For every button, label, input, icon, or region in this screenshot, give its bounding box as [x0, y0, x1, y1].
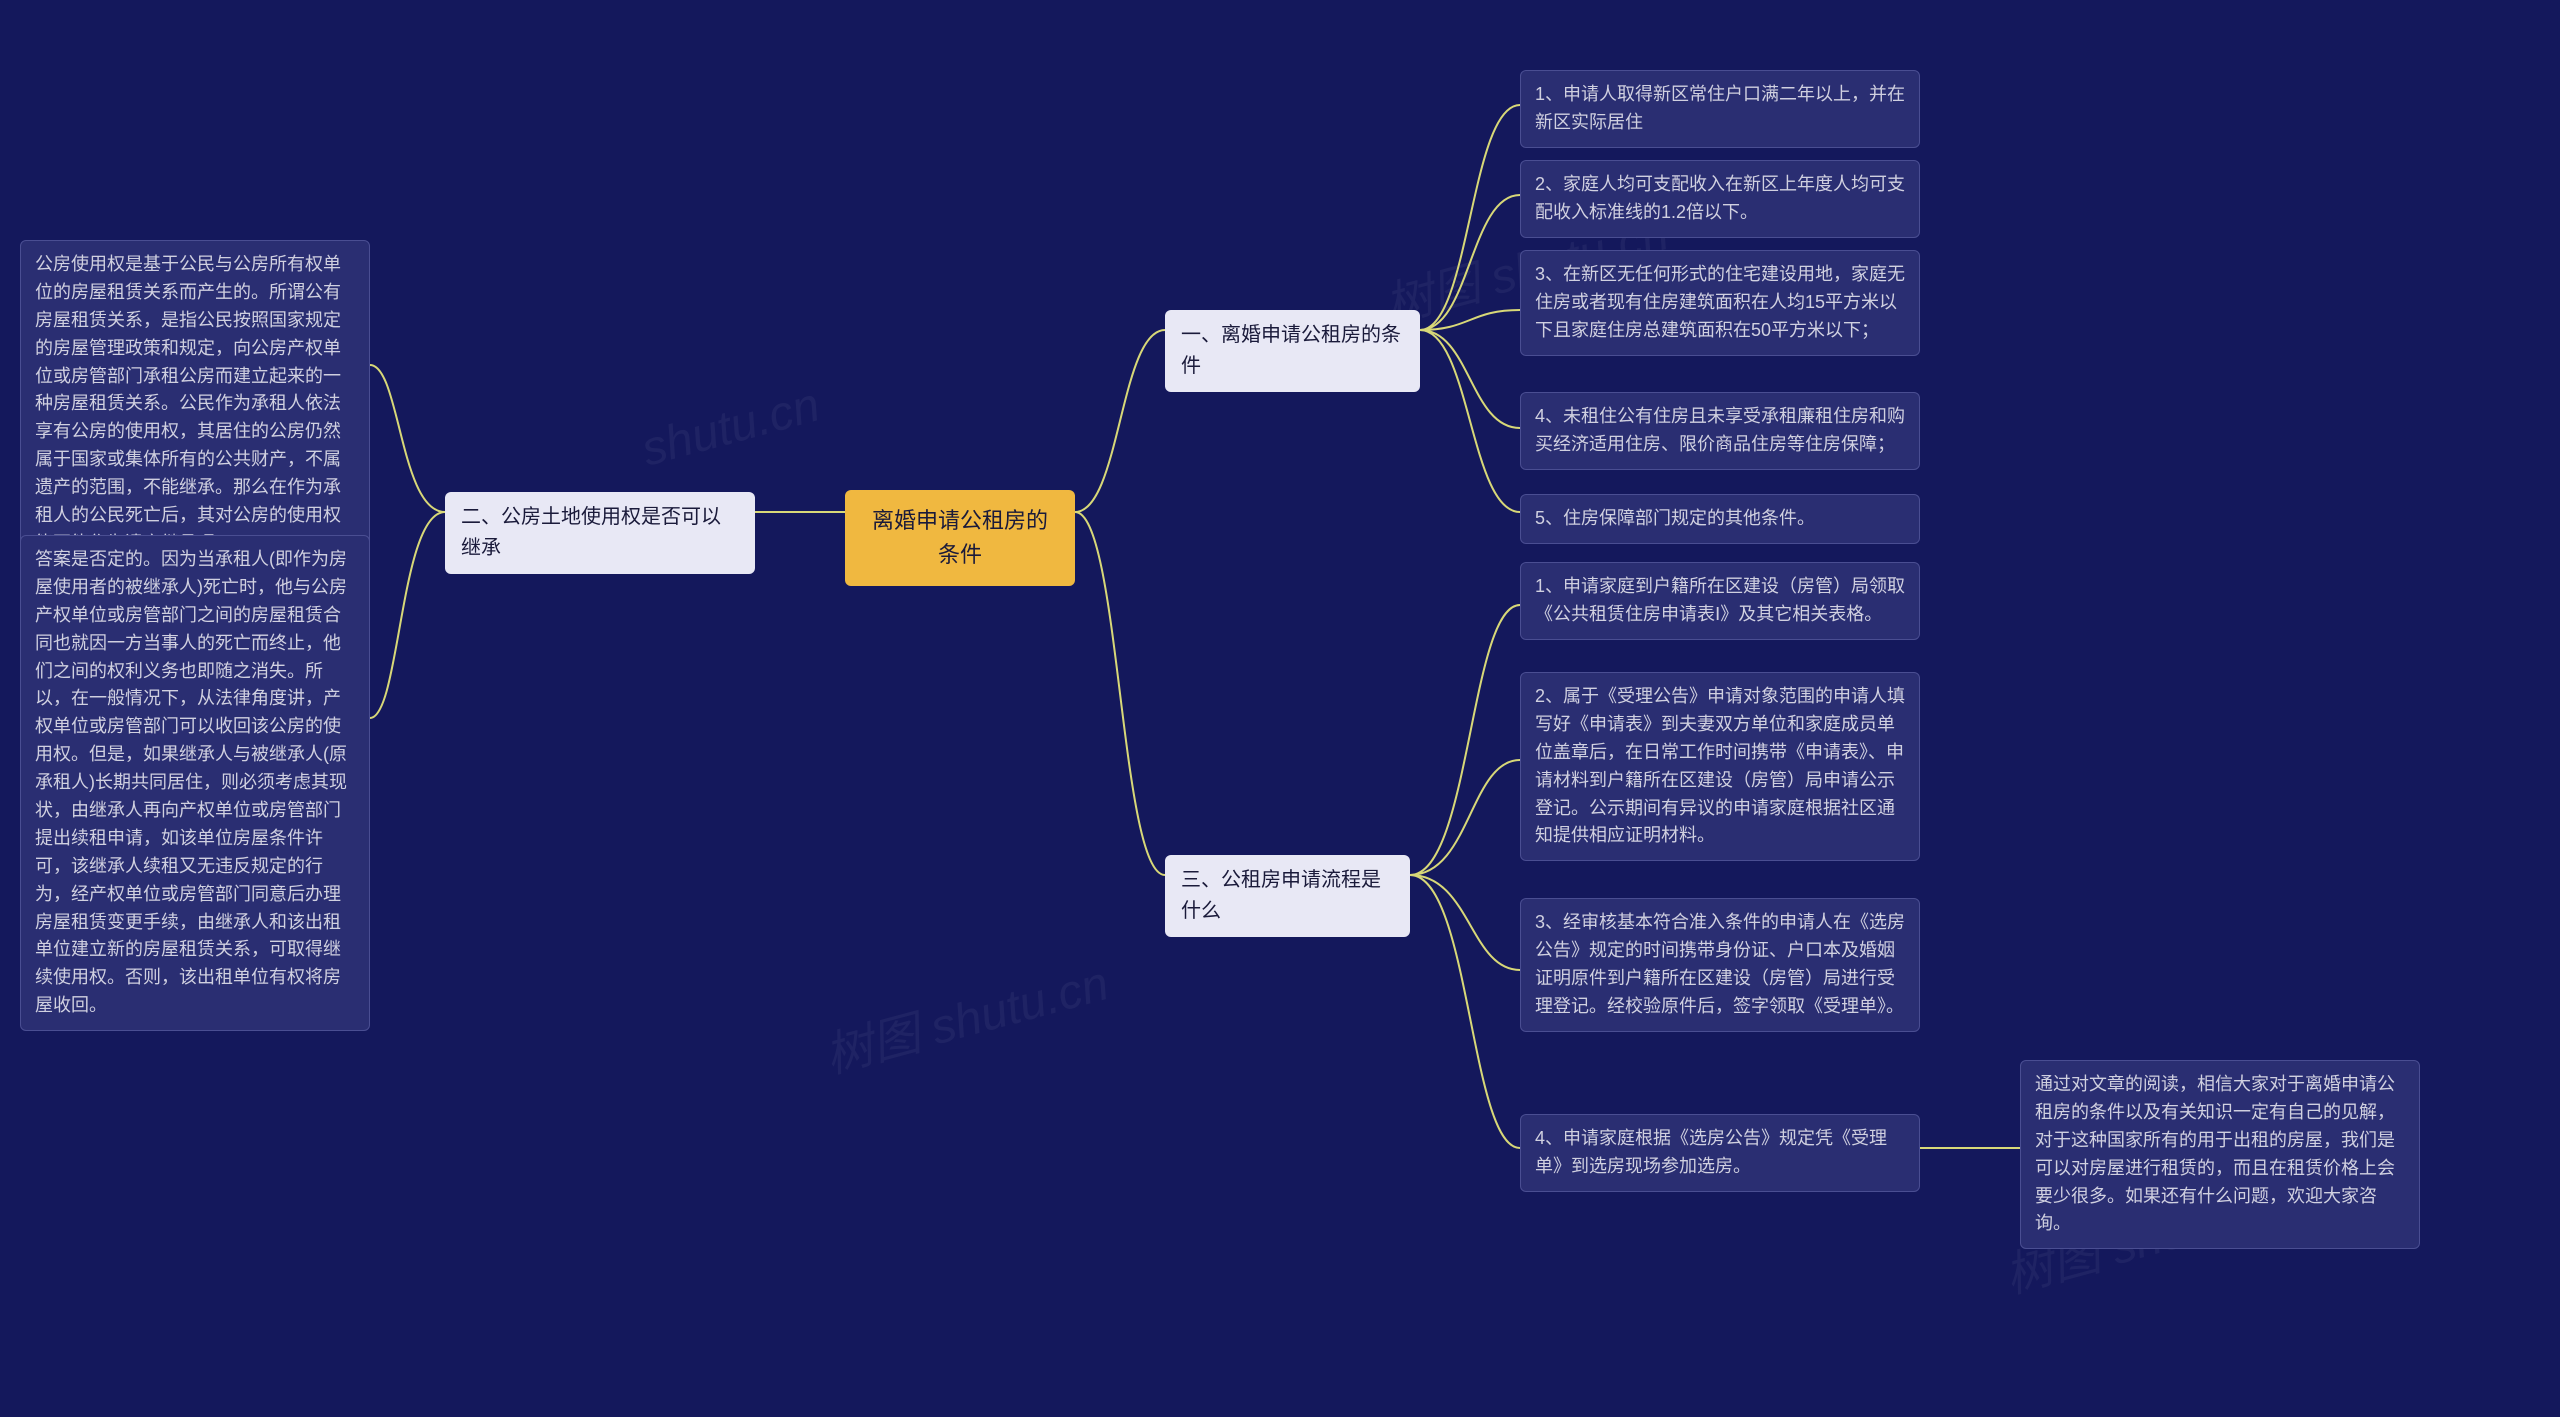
leaf-condition-5[interactable]: 5、住房保障部门规定的其他条件。	[1520, 494, 1920, 544]
leaf-process-3[interactable]: 3、经审核基本符合准入条件的申请人在《选房公告》规定的时间携带身份证、户口本及婚…	[1520, 898, 1920, 1032]
branch-label: 三、公租房申请流程是什么	[1181, 869, 1381, 922]
leaf-text: 2、家庭人均可支配收入在新区上年度人均可支配收入标准线的1.2倍以下。	[1535, 174, 1905, 222]
leaf-inheritance-1[interactable]: 公房使用权是基于公民与公房所有权单位的房屋租赁关系而产生的。所谓公有房屋租赁关系…	[20, 240, 370, 569]
branch-label: 一、离婚申请公租房的条件	[1181, 324, 1401, 377]
leaf-condition-3[interactable]: 3、在新区无任何形式的住宅建设用地，家庭无住房或者现有住房建筑面积在人均15平方…	[1520, 250, 1920, 356]
watermark: 树图 shutu.cn	[816, 944, 1115, 1087]
watermark-text: shutu.cn	[636, 378, 825, 476]
watermark-text: 树图 shutu.cn	[820, 957, 1115, 1083]
leaf-process-4[interactable]: 4、申请家庭根据《选房公告》规定凭《受理单》到选房现场参加选房。	[1520, 1114, 1920, 1192]
leaf-text: 3、在新区无任何形式的住宅建设用地，家庭无住房或者现有住房建筑面积在人均15平方…	[1535, 264, 1905, 340]
branch-conditions[interactable]: 一、离婚申请公租房的条件	[1165, 310, 1420, 392]
root-text: 离婚申请公租房的条件	[872, 508, 1048, 567]
leaf-text: 3、经审核基本符合准入条件的申请人在《选房公告》规定的时间携带身份证、户口本及婚…	[1535, 912, 1905, 1016]
leaf-process-2[interactable]: 2、属于《受理公告》申请对象范围的申请人填写好《申请表》到夫妻双方单位和家庭成员…	[1520, 672, 1920, 861]
leaf-text: 5、住房保障部门规定的其他条件。	[1535, 508, 1815, 528]
leaf-condition-1[interactable]: 1、申请人取得新区常住户口满二年以上，并在新区实际居住	[1520, 70, 1920, 148]
branch-label: 二、公房土地使用权是否可以继承	[461, 506, 721, 559]
leaf-text: 答案是否定的。因为当承租人(即作为房屋使用者的被继承人)死亡时，他与公房产权单位…	[35, 549, 347, 1015]
branch-process[interactable]: 三、公租房申请流程是什么	[1165, 855, 1410, 937]
leaf-text: 2、属于《受理公告》申请对象范围的申请人填写好《申请表》到夫妻双方单位和家庭成员…	[1535, 686, 1905, 845]
root-node[interactable]: 离婚申请公租房的条件	[845, 490, 1075, 586]
leaf-text: 4、未租住公有住房且未享受承租廉租住房和购买经济适用住房、限价商品住房等住房保障…	[1535, 406, 1905, 454]
leaf-inheritance-2[interactable]: 答案是否定的。因为当承租人(即作为房屋使用者的被继承人)死亡时，他与公房产权单位…	[20, 535, 370, 1031]
leaf-conclusion[interactable]: 通过对文章的阅读，相信大家对于离婚申请公租房的条件以及有关知识一定有自己的见解，…	[2020, 1060, 2420, 1249]
leaf-text: 4、申请家庭根据《选房公告》规定凭《受理单》到选房现场参加选房。	[1535, 1128, 1887, 1176]
watermark: shutu.cn	[636, 377, 826, 477]
leaf-text: 1、申请人取得新区常住户口满二年以上，并在新区实际居住	[1535, 84, 1905, 132]
leaf-process-1[interactable]: 1、申请家庭到户籍所在区建设（房管）局领取《公共租赁住房申请表Ⅰ》及其它相关表格…	[1520, 562, 1920, 640]
leaf-text: 通过对文章的阅读，相信大家对于离婚申请公租房的条件以及有关知识一定有自己的见解，…	[2035, 1074, 2395, 1233]
leaf-text: 1、申请家庭到户籍所在区建设（房管）局领取《公共租赁住房申请表Ⅰ》及其它相关表格…	[1535, 576, 1905, 624]
leaf-condition-2[interactable]: 2、家庭人均可支配收入在新区上年度人均可支配收入标准线的1.2倍以下。	[1520, 160, 1920, 238]
leaf-text: 公房使用权是基于公民与公房所有权单位的房屋租赁关系而产生的。所谓公有房屋租赁关系…	[35, 254, 341, 553]
leaf-condition-4[interactable]: 4、未租住公有住房且未享受承租廉租住房和购买经济适用住房、限价商品住房等住房保障…	[1520, 392, 1920, 470]
branch-inheritance[interactable]: 二、公房土地使用权是否可以继承	[445, 492, 755, 574]
